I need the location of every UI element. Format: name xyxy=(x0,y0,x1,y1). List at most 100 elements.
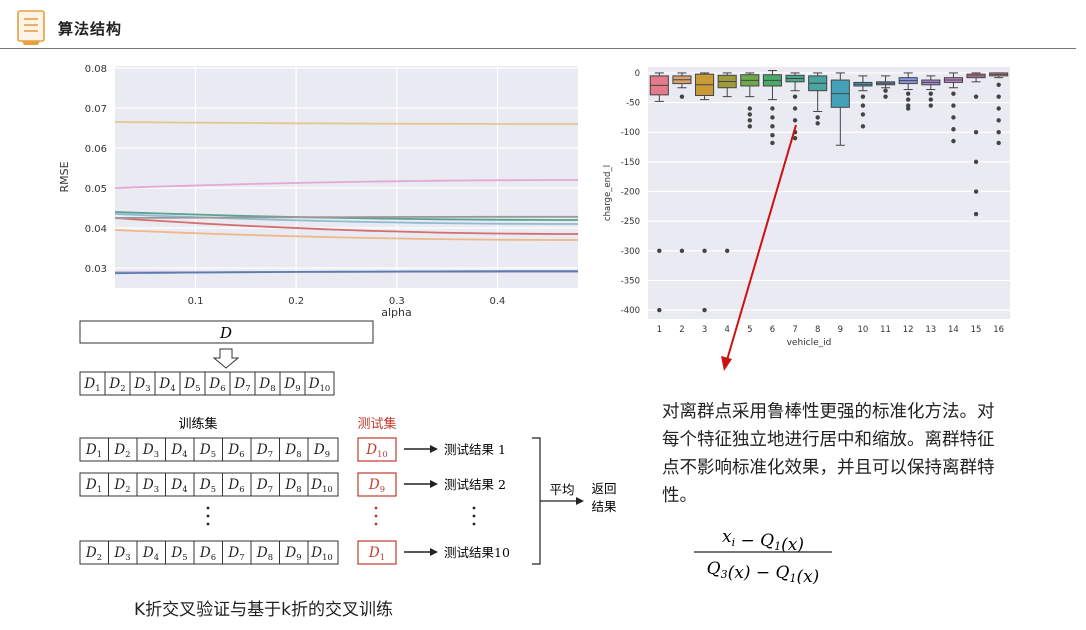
fold-label: D4 xyxy=(158,376,175,393)
test-fold-box xyxy=(357,472,397,497)
x-tick-label: 5 xyxy=(747,325,752,335)
fold-label: D1 xyxy=(83,376,100,393)
x-tick-label: 8 xyxy=(815,325,820,335)
header-divider xyxy=(0,48,1076,49)
formula-denominator: Q3(x) − Q1(x) xyxy=(707,559,820,584)
box-outlier xyxy=(905,106,911,111)
result-arrowhead xyxy=(430,480,438,488)
fold-label: D6 xyxy=(199,545,216,562)
x-tick-label: 12 xyxy=(903,325,914,335)
test-fold-box xyxy=(357,540,397,565)
fold-label: D4 xyxy=(142,545,159,562)
formula-numerator: xi − Q1(x) xyxy=(722,527,804,555)
fold-label: D4 xyxy=(170,442,187,459)
ellipsis-dot xyxy=(374,522,378,526)
box-outlier xyxy=(770,115,775,120)
fold-label: D8 xyxy=(258,376,275,393)
rmse-series-line xyxy=(114,270,578,275)
box-outlier xyxy=(905,91,911,96)
fold-label: D4 xyxy=(170,477,187,494)
y-tick-label: -300 xyxy=(621,247,640,257)
x-tick-label: 0.2 xyxy=(288,296,304,307)
box-outlier xyxy=(951,103,956,108)
box-outlier xyxy=(996,140,1001,146)
box-outlier xyxy=(973,189,979,194)
train-group-box xyxy=(79,437,339,462)
fold-label: D9 xyxy=(284,545,301,562)
document-icon xyxy=(17,10,45,45)
y-tick-label: 0.04 xyxy=(85,224,107,235)
split-arrow xyxy=(212,348,240,369)
x-tick-label: 16 xyxy=(993,325,1004,335)
y-tick-label: -50 xyxy=(626,99,640,109)
rmse-series-line xyxy=(114,121,578,125)
fold-label: D10 xyxy=(308,376,330,393)
rmse-line-chart: 0.1 0.2 0.3 0.4 0.08 0.07 0.06 0.05 0.04 0.03 RMSE… xyxy=(58,64,578,318)
box-outlier xyxy=(905,97,911,102)
box-outlier xyxy=(770,132,775,138)
box-outlier xyxy=(973,159,979,165)
rmse-series-line xyxy=(114,179,578,189)
fold-label: D10 xyxy=(365,442,387,459)
box-outlier xyxy=(770,140,775,146)
y-tick-label: -400 xyxy=(621,306,640,316)
fold-label: D10 xyxy=(310,545,332,562)
box-outlier xyxy=(747,124,753,129)
x-tick-label: 3 xyxy=(702,325,707,335)
fold-label: D8 xyxy=(256,545,273,562)
ellipsis-dot xyxy=(374,506,378,510)
box-outlier xyxy=(883,88,888,93)
fold-label: D5 xyxy=(199,477,216,494)
y-tick-label: 0.08 xyxy=(85,64,107,75)
x-tick-label: 0.3 xyxy=(389,296,405,307)
box-outlier xyxy=(747,106,753,111)
box-outlier xyxy=(792,118,798,123)
fold-label: D2 xyxy=(113,442,130,459)
x-tick-label: 0.1 xyxy=(188,296,204,307)
y-axis-label: charge_end_l xyxy=(603,165,613,221)
figure-caption: K折交叉验证与基于k折的交叉训练 xyxy=(134,600,393,620)
rmse-series-line xyxy=(114,215,578,219)
box-outlier xyxy=(928,91,934,96)
y-tick-label: 0.05 xyxy=(85,184,107,195)
box-outlier xyxy=(996,118,1001,123)
y-axis-label: RMSE xyxy=(58,161,71,192)
ellipsis-dot xyxy=(472,506,476,510)
box-outlier xyxy=(702,307,707,313)
x-axis-label: alpha xyxy=(381,306,412,318)
fold-label: D2 xyxy=(108,376,125,393)
box-outlier xyxy=(792,135,798,141)
box-outlier xyxy=(996,82,1001,87)
fold-label: D1 xyxy=(368,545,385,562)
box-outlier xyxy=(860,124,866,129)
fold-label: D1 xyxy=(85,477,102,494)
plot-area xyxy=(648,67,1010,319)
fold-label: D6 xyxy=(208,376,225,393)
fold-label: D10 xyxy=(310,477,332,494)
box-outlier xyxy=(951,91,956,96)
test-set-label: 测试集 xyxy=(357,416,396,432)
y-tick-label: 0.07 xyxy=(85,104,107,115)
test-result-label: 测试结果 2 xyxy=(444,477,506,492)
ellipsis-dot xyxy=(206,522,210,526)
fold-label: D3 xyxy=(113,545,130,562)
fold-label: D3 xyxy=(133,376,150,393)
rmse-series-line xyxy=(114,229,578,241)
x-tick-label: 4 xyxy=(724,325,729,335)
x-axis-label: vehicle_id xyxy=(787,338,832,348)
average-arrowhead xyxy=(576,497,584,505)
train-group-box xyxy=(79,472,339,497)
ellipsis-dot xyxy=(374,514,378,518)
box-outlier xyxy=(792,106,798,111)
box-outlier xyxy=(860,94,866,99)
dataset-label: D xyxy=(219,324,232,342)
y-tick-label: 0.06 xyxy=(85,144,107,155)
test-result-label: 测试结果 1 xyxy=(444,442,506,457)
box-outlier xyxy=(770,124,775,129)
box-outlier xyxy=(996,94,1001,99)
box-outlier xyxy=(973,94,979,99)
box-outlier xyxy=(951,127,956,132)
fold-label: D8 xyxy=(284,442,301,459)
